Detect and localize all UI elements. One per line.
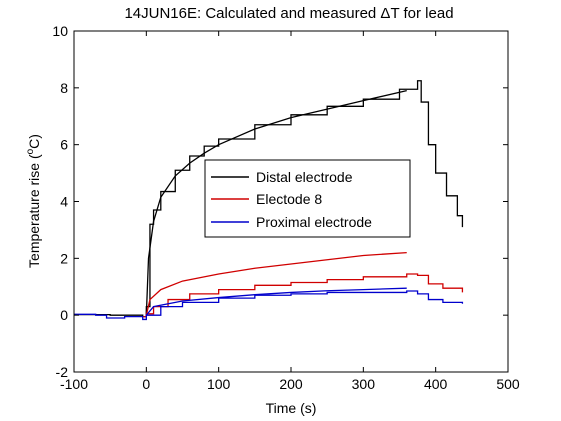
y-axis-label-tail: C) — [26, 134, 42, 149]
chart-title: 14JUN16E: Calculated and measured ΔT for… — [124, 5, 453, 22]
y-tick-label: 4 — [60, 194, 68, 210]
x-axis-label: Time (s) — [266, 400, 317, 416]
x-tick-label: 400 — [424, 376, 448, 392]
series-line-proximal-electrode-calculated — [145, 287, 407, 316]
y-tick-label: 2 — [60, 250, 68, 266]
legend-label-proximal: Proximal electrode — [256, 214, 372, 230]
series-line-proximal-electrode — [74, 290, 464, 321]
x-tick-label: 100 — [207, 376, 231, 392]
series-line-distal-electrode-calculated — [145, 90, 407, 316]
y-tick-label: -2 — [56, 364, 69, 380]
legend-label-distal: Distal electrode — [256, 169, 353, 185]
series-line-electode-8 — [142, 273, 464, 318]
x-tick-label: 300 — [352, 376, 376, 392]
y-tick-label: 6 — [60, 137, 68, 153]
x-tick-label: 0 — [142, 376, 150, 392]
y-tick-label: 0 — [60, 307, 68, 323]
x-tick-label: -100 — [60, 376, 88, 392]
legend: Distal electrode Electode 8 Proximal ele… — [204, 159, 411, 238]
y-axis-label-superscript: o — [25, 148, 36, 154]
series-line-electode-8-calculated — [145, 252, 407, 316]
x-tick-label: 500 — [496, 376, 520, 392]
y-axis-label-main: Temperature rise ( — [26, 154, 42, 268]
y-tick-label: 10 — [52, 23, 68, 39]
legend-label-electrode-8: Electode 8 — [256, 191, 322, 207]
x-tick-label: 200 — [279, 376, 303, 392]
series-line-distal-electrode — [74, 80, 464, 318]
series-layer — [74, 80, 464, 321]
y-axis-label: Temperature rise (oC) — [25, 134, 42, 268]
y-tick-label: 8 — [60, 80, 68, 96]
tick-layer: -100 0 100 200 300 400 500 -2 0 2 4 6 8 10 — [52, 23, 519, 392]
